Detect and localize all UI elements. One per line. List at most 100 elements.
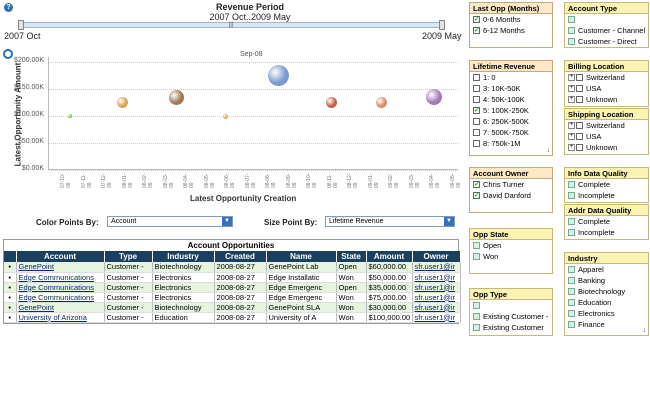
cell-account[interactable]: Edge Communications xyxy=(16,282,105,293)
column-header-state[interactable]: State xyxy=(336,251,367,262)
table-row[interactable]: • Edge Communications Customer - Electronic… xyxy=(4,282,461,293)
cell-account[interactable]: GenePoint xyxy=(16,262,105,273)
expand-icon[interactable]: + xyxy=(568,143,575,151)
filter-option[interactable]: David Danford xyxy=(470,190,552,201)
checkbox[interactable] xyxy=(473,301,480,309)
checkbox[interactable] xyxy=(568,309,575,317)
row-select-icon[interactable]: • xyxy=(4,272,17,283)
filter-option[interactable]: 3: 10K-50K xyxy=(470,83,552,94)
filter-option[interactable]: + USA xyxy=(565,131,648,142)
checkbox[interactable] xyxy=(576,84,583,92)
cell-owner[interactable]: sfr.user1@ir xyxy=(412,312,461,323)
cell-owner[interactable]: sfr.user1@ir xyxy=(412,302,461,313)
filter-option[interactable]: 1: 0 xyxy=(470,72,552,83)
checkbox[interactable] xyxy=(568,228,575,236)
checkbox[interactable] xyxy=(473,241,480,249)
checkbox[interactable] xyxy=(568,320,575,328)
checkbox[interactable] xyxy=(473,323,480,331)
filter-option[interactable]: 6: 250K-500K xyxy=(470,116,552,127)
zoom-icon[interactable] xyxy=(3,49,13,59)
filter-option[interactable]: Open xyxy=(470,240,552,251)
cell-owner[interactable]: sfr.user1@ir xyxy=(412,272,461,283)
filter-option[interactable]: + Unknown xyxy=(565,94,648,105)
row-select-icon[interactable]: • xyxy=(4,302,17,313)
checkbox[interactable] xyxy=(473,190,480,201)
checkbox[interactable] xyxy=(473,139,480,147)
checkbox[interactable] xyxy=(568,276,575,284)
column-header-industry[interactable]: Industry xyxy=(152,251,215,262)
table-row[interactable]: • University of Arizona Customer - Educatio… xyxy=(4,312,461,323)
checkbox[interactable] xyxy=(473,179,480,190)
filter-option[interactable]: Incomplete xyxy=(565,190,648,201)
dropdown-arrow-icon[interactable]: ▼ xyxy=(222,217,232,226)
checkbox[interactable] xyxy=(576,121,583,129)
filter-option[interactable] xyxy=(565,14,648,25)
filter-option[interactable]: Customer - Channel xyxy=(565,25,648,36)
checkbox[interactable] xyxy=(473,25,480,36)
filter-option[interactable]: 0-6 Months xyxy=(470,14,552,25)
filter-option[interactable]: Existing Customer xyxy=(470,322,552,333)
checkbox[interactable] xyxy=(568,180,575,188)
cell-account[interactable]: University of Arizona xyxy=(16,312,105,323)
column-header-name[interactable]: Name xyxy=(266,251,337,262)
data-bubble[interactable] xyxy=(168,89,184,105)
filter-option[interactable] xyxy=(470,300,552,311)
checkbox[interactable] xyxy=(568,191,575,199)
filter-option[interactable]: 8: 750k-1M xyxy=(470,138,552,149)
column-header-created[interactable]: Created xyxy=(214,251,267,262)
checkbox[interactable] xyxy=(473,95,480,103)
checkbox[interactable] xyxy=(568,298,575,306)
filter-option[interactable]: 4: 50K-100K xyxy=(470,94,552,105)
data-bubble[interactable] xyxy=(326,97,338,109)
filter-option[interactable]: Complete xyxy=(565,179,648,190)
checkbox[interactable] xyxy=(568,15,575,23)
row-select-icon[interactable]: • xyxy=(4,312,17,323)
bubble-chart-plot[interactable] xyxy=(48,57,458,171)
data-bubble[interactable] xyxy=(117,97,129,109)
filter-option[interactable]: 5: 100K-250K xyxy=(470,105,552,116)
checkbox[interactable] xyxy=(576,73,583,81)
table-row[interactable]: • Edge Communications Customer - Electronic… xyxy=(4,272,461,283)
checkbox[interactable] xyxy=(473,128,480,136)
filter-option[interactable]: + Switzerland xyxy=(565,72,648,83)
expand-icon[interactable]: + xyxy=(568,84,575,92)
data-bubble[interactable] xyxy=(375,97,387,109)
checkbox[interactable] xyxy=(473,117,480,125)
checkbox[interactable] xyxy=(568,265,575,273)
filter-option[interactable]: + USA xyxy=(565,83,648,94)
checkbox[interactable] xyxy=(473,252,480,260)
checkbox[interactable] xyxy=(576,95,583,103)
scroll-down-icon[interactable]: ↓ xyxy=(642,327,647,334)
checkbox[interactable] xyxy=(576,143,583,151)
dropdown-arrow-icon[interactable]: ▼ xyxy=(444,217,454,226)
cell-owner[interactable]: sfr.user1@ir xyxy=(412,262,461,273)
row-select-icon[interactable]: • xyxy=(4,292,17,303)
filter-option[interactable]: Complete xyxy=(565,216,648,227)
cell-account[interactable]: Edge Communications xyxy=(16,292,105,303)
checkbox[interactable] xyxy=(473,84,480,92)
checkbox[interactable] xyxy=(568,26,575,34)
filter-option[interactable]: 7: 500K-750K xyxy=(470,127,552,138)
color-points-select[interactable]: Account ▼ xyxy=(107,216,233,227)
cell-owner[interactable]: sfr.user1@ir xyxy=(412,282,461,293)
checkbox[interactable] xyxy=(473,14,480,25)
cell-owner[interactable]: sfr.user1@ir xyxy=(412,292,461,303)
scroll-down-icon[interactable]: ↓ xyxy=(546,147,551,154)
size-point-select[interactable]: Lifetime Revenue ▼ xyxy=(325,216,455,227)
data-bubble[interactable] xyxy=(426,89,443,106)
row-select-icon[interactable]: • xyxy=(4,282,17,293)
filter-option[interactable]: + Switzerland xyxy=(565,120,648,131)
filter-option[interactable]: Incomplete xyxy=(565,227,648,238)
expand-icon[interactable]: + xyxy=(568,95,575,103)
data-bubble[interactable] xyxy=(268,65,290,87)
period-slider-end-handle[interactable] xyxy=(439,20,445,30)
filter-option[interactable]: Won xyxy=(470,251,552,262)
table-row[interactable]: • Edge Communications Customer - Electronic… xyxy=(4,292,461,303)
filter-option[interactable]: Customer - Direct xyxy=(565,36,648,47)
checkbox[interactable] xyxy=(473,73,480,81)
filter-option[interactable]: Electronics xyxy=(565,308,648,319)
checkbox[interactable] xyxy=(568,37,575,45)
period-slider-start-handle[interactable] xyxy=(18,20,24,30)
column-header-owner[interactable]: Owner xyxy=(412,251,461,262)
filter-option[interactable]: Banking xyxy=(565,275,648,286)
